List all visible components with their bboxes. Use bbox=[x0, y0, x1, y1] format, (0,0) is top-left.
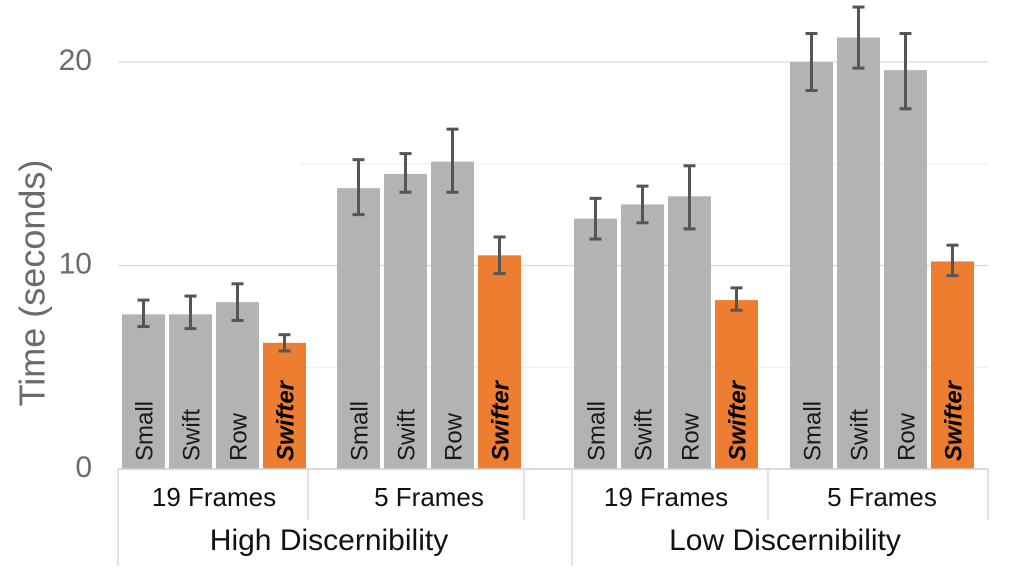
super-group-label: Low Discernibility bbox=[669, 524, 901, 557]
bar-label: Small bbox=[800, 401, 827, 461]
bar-label: Swifter bbox=[488, 379, 515, 461]
error-bar bbox=[352, 158, 365, 217]
group-label: 5 Frames bbox=[374, 482, 484, 512]
bar-row-0-0 bbox=[216, 302, 259, 469]
bars bbox=[122, 37, 974, 470]
bar-labels: Small Swift Row Swifter Small Swift Row Swifter… bbox=[132, 379, 968, 461]
error-bar bbox=[899, 32, 912, 111]
bar-small-1-0 bbox=[574, 218, 617, 469]
bar-swift-1-1 bbox=[837, 37, 880, 470]
bar-swifter-1-1 bbox=[931, 261, 974, 469]
bar-label: Small bbox=[347, 401, 374, 461]
bar-label: Row bbox=[226, 412, 253, 461]
y-axis-label: Time (seconds) bbox=[12, 160, 53, 407]
error-bars bbox=[137, 5, 959, 353]
bar-label: Small bbox=[132, 401, 159, 461]
bar-label: Swifter bbox=[725, 379, 752, 461]
error-bar bbox=[493, 235, 506, 276]
bar-small-1-1 bbox=[790, 62, 833, 469]
error-bar bbox=[636, 184, 649, 225]
y-tick-label-10: 10 bbox=[59, 247, 92, 280]
group-label: 19 Frames bbox=[604, 482, 728, 512]
bar-swift-0-0 bbox=[169, 314, 212, 469]
group-label: 5 Frames bbox=[827, 482, 937, 512]
error-bar bbox=[852, 5, 865, 70]
bar-row-0-1 bbox=[431, 161, 474, 469]
error-bar bbox=[730, 286, 743, 312]
bar-label: Swifter bbox=[273, 379, 300, 461]
bar-swift-1-0 bbox=[621, 204, 664, 469]
bar-label: Swift bbox=[847, 409, 874, 461]
x-axis-categories: 19 Frames 5 Frames High Discernibility 19 F… bbox=[117, 468, 989, 566]
bar-label: Swifter bbox=[941, 379, 968, 461]
y-tick-label-0: 0 bbox=[75, 451, 92, 484]
bar-label: Small bbox=[584, 401, 611, 461]
error-bar bbox=[446, 127, 459, 194]
bar-label: Swift bbox=[394, 409, 421, 461]
error-bar bbox=[137, 298, 150, 329]
bar-label: Row bbox=[678, 412, 705, 461]
error-bar bbox=[399, 152, 412, 194]
error-bar bbox=[231, 282, 244, 322]
error-bar bbox=[184, 294, 197, 331]
bar-small-0-1 bbox=[337, 188, 380, 470]
error-bar bbox=[805, 32, 818, 92]
super-group-label: High Discernibility bbox=[210, 524, 448, 557]
error-bar bbox=[278, 333, 291, 353]
bar-label: Swift bbox=[631, 409, 658, 461]
bar-label: Swift bbox=[179, 409, 206, 461]
bar-row-1-0 bbox=[668, 196, 711, 469]
bar-swifter-0-0 bbox=[263, 342, 306, 469]
error-bar bbox=[683, 164, 696, 231]
bar-row-1-1 bbox=[884, 70, 927, 469]
group-label: 19 Frames bbox=[152, 482, 276, 512]
bar-label: Row bbox=[894, 412, 921, 461]
bar-small-0-0 bbox=[122, 314, 165, 469]
error-bar bbox=[589, 196, 602, 241]
bar-swifter-1-0 bbox=[715, 300, 758, 469]
bar-swift-0-1 bbox=[384, 173, 427, 470]
error-bar bbox=[946, 243, 959, 278]
bar-swifter-0-1 bbox=[478, 255, 521, 469]
y-tick-label-20: 20 bbox=[59, 44, 92, 77]
bar-label: Row bbox=[441, 412, 468, 461]
